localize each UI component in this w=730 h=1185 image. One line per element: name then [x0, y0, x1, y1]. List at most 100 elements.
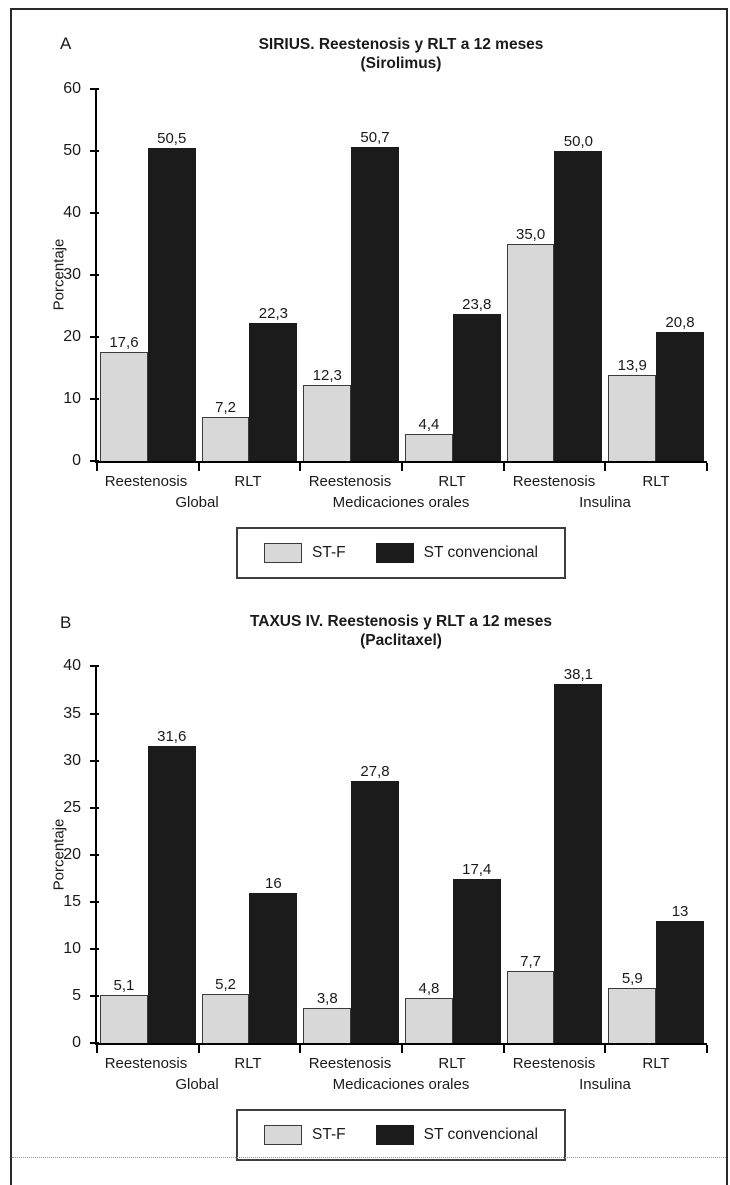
y-tick-label: 40 — [63, 204, 81, 222]
bar-group-rlt: 7,2 22,3 — [199, 89, 301, 462]
bar-st-convencional: 50,7 — [351, 129, 399, 462]
bar-value-label: 17,4 — [462, 861, 492, 879]
bar-st-f: 4,8 — [405, 980, 453, 1044]
y-tick-mark — [90, 212, 99, 215]
bar-st-f: 5,2 — [201, 976, 250, 1044]
x-tick-mark — [96, 463, 98, 472]
bar-value-label: 5,1 — [113, 977, 135, 995]
y-tick-mark — [90, 398, 99, 401]
category-labels-row: Reestenosis RLT Reestenosis RLT Reestenosis R… — [95, 473, 707, 490]
bar-value-label: 16 — [265, 874, 282, 892]
bar-value-label: 50,0 — [563, 133, 593, 151]
bar-value-label: 13 — [671, 902, 689, 920]
chart-title-block: TAXUS IV. Reestenosis y RLT a 12 meses (… — [95, 613, 707, 650]
y-tick-label: 15 — [63, 893, 81, 910]
bar-st-convencional: 27,8 — [351, 763, 399, 1044]
y-tick-mark — [90, 948, 99, 951]
x-tick-mark — [604, 1045, 607, 1054]
bar-value-label: 3,8 — [316, 989, 338, 1007]
y-tick-label: 0 — [72, 452, 81, 470]
x-tick-mark — [197, 463, 200, 472]
group-label: Global — [175, 1076, 219, 1094]
chart-title: TAXUS IV. Reestenosis y RLT a 12 meses — [249, 613, 553, 631]
bar-value-label: 22,3 — [258, 304, 288, 322]
x-tick-mark — [706, 1045, 708, 1054]
category-label: RLT — [438, 473, 466, 491]
bar-st-convencional: 50,5 — [147, 130, 196, 462]
y-tick-mark — [90, 712, 99, 715]
legend-label: ST-F — [312, 1126, 346, 1144]
x-tick-mark — [604, 463, 607, 472]
bar-st-f: 13,9 — [608, 357, 657, 462]
bar-st-f: 17,6 — [100, 334, 148, 462]
category-label: Reestenosis — [512, 473, 596, 491]
category-label: RLT — [642, 473, 670, 491]
y-tick-label: 20 — [63, 845, 81, 863]
x-tick-mark — [502, 463, 505, 472]
legend-label: ST convencional — [423, 1126, 538, 1144]
x-tick-mark — [401, 463, 403, 472]
bar-group-reestenosis: 17,6 50,5 — [97, 89, 199, 462]
group-label: Global — [175, 494, 219, 512]
y-tick-mark — [90, 853, 99, 856]
bar-st-f: 7,7 — [506, 953, 555, 1044]
st-convencional-swatch-icon — [375, 543, 414, 564]
x-tick-mark — [502, 1045, 505, 1054]
x-tick-mark — [299, 1045, 302, 1054]
y-tick-mark — [90, 759, 99, 762]
bar-st-f: 5,1 — [100, 977, 148, 1044]
st-f-swatch-icon — [264, 543, 303, 564]
x-tick-mark — [401, 1045, 403, 1054]
bar-group-reestenosis: 12,3 50,7 — [300, 89, 402, 462]
y-tick-label: 0 — [72, 1034, 81, 1052]
bar-group-rlt: 4,4 23,8 — [402, 89, 504, 462]
group-label: Medicaciones orales — [332, 1076, 470, 1094]
bar-value-label: 31,6 — [157, 727, 187, 745]
bar-st-f: 3,8 — [303, 990, 352, 1044]
legend-item: ST-F — [264, 1125, 346, 1146]
bar-value-label: 50,7 — [360, 128, 390, 146]
bar-value-label: 20,8 — [665, 314, 695, 332]
bar-st-convencional: 17,4 — [452, 861, 501, 1044]
legend-label: ST-F — [312, 544, 346, 562]
y-tick-label: 40 — [63, 657, 81, 675]
bar-value-label: 5,9 — [621, 969, 643, 987]
group-label: Medicaciones orales — [332, 494, 470, 512]
category-label: RLT — [642, 1055, 670, 1073]
bar-group-reestenosis: 5,1 31,6 — [97, 666, 199, 1044]
page-bottom-rule — [12, 1157, 726, 1158]
panel-letter: B — [60, 613, 72, 633]
bar-st-convencional: 23,8 — [452, 296, 501, 462]
bar-value-label: 4,4 — [418, 415, 440, 433]
y-tick-mark — [90, 336, 99, 339]
group-label: Insulina — [579, 494, 631, 512]
st-convencional-swatch-icon — [375, 1125, 414, 1146]
panel-a-sirius: A SIRIUS. Reestenosis y RLT a 12 meses (… — [0, 8, 730, 580]
legend-item: ST convencional — [375, 1125, 538, 1146]
bar-st-f: 12,3 — [303, 367, 352, 462]
legend-strip: ST-F ST convencional — [95, 527, 707, 580]
bar-value-label: 17,6 — [109, 334, 139, 352]
x-tick-mark — [706, 463, 708, 472]
legend: ST-F ST convencional — [236, 1109, 566, 1162]
plot-area: 0 5 10 15 20 25 30 35 40 5,1 31,6 5,2 16 3,8 27,8 4,8 17… — [63, 657, 708, 1054]
bar-group-rlt: 4,8 17,4 — [402, 666, 504, 1044]
bar-value-label: 7,7 — [520, 952, 542, 970]
bar-st-f: 5,9 — [608, 970, 657, 1044]
bar-value-label: 50,5 — [157, 130, 187, 148]
bar-value-label: 5,2 — [215, 976, 237, 994]
y-tick-mark — [90, 88, 99, 91]
bar-value-label: 38,1 — [563, 666, 593, 684]
legend-item: ST-F — [264, 543, 346, 564]
panel-letter: A — [60, 34, 72, 53]
bar-value-label: 23,8 — [462, 295, 492, 313]
chart-area: Porcentaje 0 10 20 30 40 50 60 17,6 50,5 7,2 22,3 1… — [51, 80, 708, 472]
bar-group-rlt: 5,2 16 — [199, 666, 301, 1044]
y-tick-label: 30 — [63, 266, 81, 284]
chart-subtitle: (Paclitaxel) — [360, 631, 442, 649]
group-label: Insulina — [579, 1076, 631, 1094]
category-label: RLT — [234, 1055, 262, 1073]
y-tick-label: 30 — [63, 751, 81, 769]
category-label: Reestenosis — [308, 1055, 392, 1073]
x-tick-mark — [96, 1045, 98, 1054]
